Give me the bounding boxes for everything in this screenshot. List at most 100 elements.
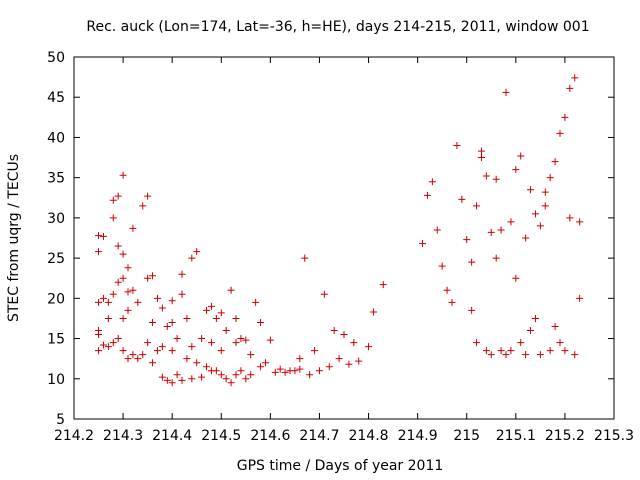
- y-tick-label: 50: [47, 50, 65, 66]
- data-point: [129, 224, 137, 232]
- data-point: [541, 188, 549, 196]
- data-point: [183, 355, 191, 363]
- data-point: [124, 264, 132, 272]
- data-point: [576, 218, 584, 226]
- data-point: [124, 306, 132, 314]
- y-axis-ticks: 5 10 15 20 25 30 35 40 45 50: [47, 50, 614, 428]
- data-point: [477, 154, 485, 162]
- data-point: [502, 88, 510, 96]
- data-point: [158, 343, 166, 351]
- data-point: [531, 314, 539, 322]
- data-point: [193, 248, 201, 256]
- data-point: [178, 270, 186, 278]
- data-point: [153, 294, 161, 302]
- chart-title: Rec. auck (Lon=174, Lat=-36, h=HE), days…: [86, 19, 589, 35]
- data-point: [198, 373, 206, 381]
- data-point: [453, 141, 461, 149]
- data-point: [222, 327, 230, 335]
- y-tick-label: 30: [47, 211, 65, 227]
- data-point: [261, 359, 269, 367]
- data-point: [301, 254, 309, 262]
- x-tick-label: 214.4: [152, 428, 192, 444]
- x-tick-label: 215.2: [545, 428, 585, 444]
- data-point: [114, 192, 122, 200]
- data-point: [423, 191, 431, 199]
- data-point: [193, 359, 201, 367]
- y-tick-label: 45: [47, 90, 65, 106]
- data-point: [311, 347, 319, 355]
- data-point: [207, 302, 215, 310]
- data-point: [541, 202, 549, 210]
- data-point: [566, 84, 574, 92]
- x-tick-label: 214.5: [201, 428, 241, 444]
- data-point: [443, 286, 451, 294]
- data-point: [536, 222, 544, 230]
- data-point: [119, 250, 127, 258]
- data-point: [468, 258, 476, 266]
- data-point: [212, 367, 220, 375]
- data-point: [473, 339, 481, 347]
- data-point: [99, 294, 107, 302]
- data-point: [512, 274, 520, 282]
- y-tick-label: 25: [47, 251, 65, 267]
- data-point: [497, 347, 505, 355]
- data-point: [188, 375, 196, 383]
- data-point: [369, 308, 377, 316]
- data-point: [222, 375, 230, 383]
- data-point: [296, 365, 304, 373]
- data-point: [576, 294, 584, 302]
- data-point: [188, 343, 196, 351]
- data-point: [119, 274, 127, 282]
- data-point: [512, 166, 520, 174]
- data-point: [482, 172, 490, 180]
- x-tick-label: 214.7: [299, 428, 339, 444]
- data-point: [114, 335, 122, 343]
- data-point: [497, 226, 505, 234]
- data-point: [527, 327, 535, 335]
- data-point: [517, 339, 525, 347]
- data-point: [477, 147, 485, 155]
- data-point: [124, 355, 132, 363]
- data-point: [227, 286, 235, 294]
- data-point: [232, 371, 240, 379]
- data-point: [571, 351, 579, 359]
- data-point: [168, 379, 176, 387]
- data-point: [473, 202, 481, 210]
- data-point: [129, 351, 137, 359]
- data-point: [183, 314, 191, 322]
- data-point: [198, 335, 206, 343]
- data-point: [217, 347, 225, 355]
- data-point: [139, 202, 147, 210]
- data-point: [546, 174, 554, 182]
- data-point: [104, 314, 112, 322]
- data-point: [345, 360, 353, 368]
- data-point: [207, 339, 215, 347]
- x-tick-label: 214.2: [54, 428, 94, 444]
- data-point: [203, 363, 211, 371]
- data-point: [296, 355, 304, 363]
- data-point: [163, 322, 171, 330]
- data-point: [448, 298, 456, 306]
- data-point: [561, 113, 569, 121]
- data-point: [129, 286, 137, 294]
- data-point: [335, 355, 343, 363]
- data-point: [242, 375, 250, 383]
- data-point: [276, 365, 284, 373]
- data-point: [153, 347, 161, 355]
- data-point: [139, 351, 147, 359]
- data-point: [517, 152, 525, 160]
- data-point: [95, 232, 103, 240]
- data-point: [237, 367, 245, 375]
- data-point: [242, 336, 250, 344]
- data-point: [507, 218, 515, 226]
- data-point: [306, 371, 314, 379]
- data-point: [340, 331, 348, 339]
- data-point: [566, 214, 574, 222]
- data-point: [178, 376, 186, 384]
- x-tick-label: 214.9: [398, 428, 438, 444]
- data-point: [419, 240, 427, 248]
- data-point: [149, 359, 157, 367]
- data-point: [149, 272, 157, 280]
- data-point: [247, 371, 255, 379]
- data-point: [217, 371, 225, 379]
